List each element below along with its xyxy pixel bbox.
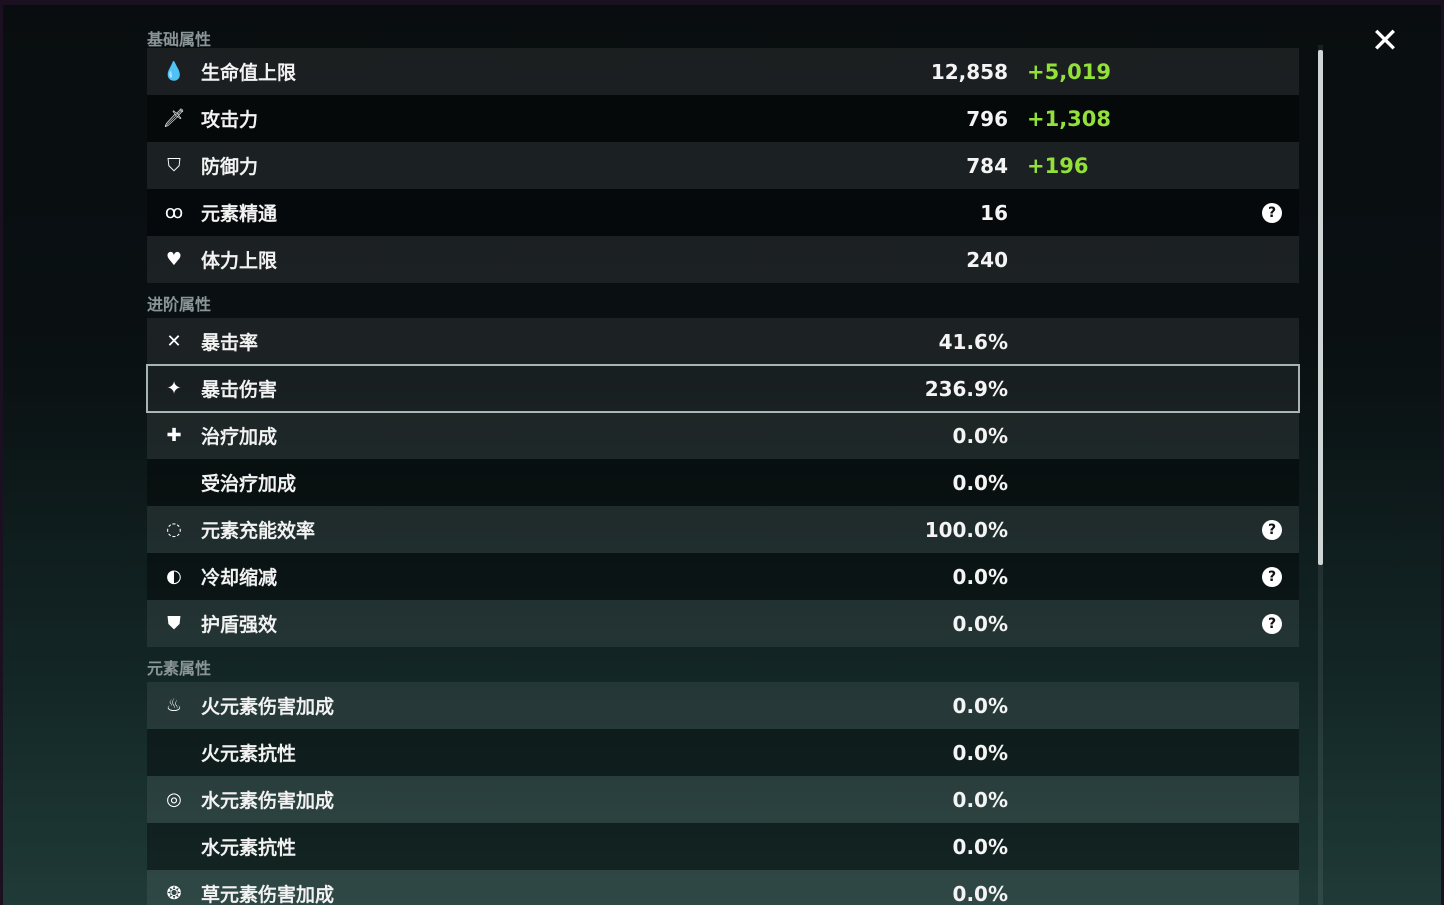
stamina-icon: ♥ bbox=[165, 249, 183, 270]
hp-drop-icon: 💧 bbox=[162, 61, 186, 82]
section-header: 进阶属性 bbox=[147, 295, 212, 314]
stat-value: 0.0% bbox=[952, 470, 1008, 495]
stat-label: 冷却缩减 bbox=[201, 567, 278, 589]
stat-value: 12,858 bbox=[930, 59, 1008, 84]
pyro-icon: ♨ bbox=[165, 695, 183, 716]
stat-label: 体力上限 bbox=[201, 250, 278, 272]
stat-row[interactable]: ♨ 火元素伤害加成 0.0% bbox=[147, 682, 1299, 729]
stat-value: 784 bbox=[966, 153, 1008, 178]
stat-label: 治疗加成 bbox=[201, 426, 278, 448]
stat-bonus: +1,308 bbox=[1027, 106, 1112, 131]
stat-value: 0.0% bbox=[952, 787, 1008, 812]
stat-row[interactable]: ♥ 体力上限 240 bbox=[147, 236, 1299, 283]
help-icon[interactable]: ? bbox=[1262, 566, 1282, 587]
stat-row[interactable]: 💧 生命值上限 12,858 +5,019 bbox=[147, 48, 1299, 95]
stat-value: 0.0% bbox=[952, 881, 1008, 905]
help-icon[interactable]: ? bbox=[1262, 202, 1282, 223]
stat-value: 0.0% bbox=[952, 423, 1008, 448]
stat-label: 元素充能效率 bbox=[201, 520, 316, 542]
stat-value: 236.9% bbox=[924, 376, 1008, 401]
stat-label: 火元素抗性 bbox=[201, 743, 297, 765]
stat-row[interactable]: ✚ 治疗加成 0.0% bbox=[147, 412, 1299, 459]
healing-icon: ✚ bbox=[166, 425, 182, 446]
stat-value: 0.0% bbox=[952, 740, 1008, 765]
help-icon[interactable]: ? bbox=[1262, 613, 1282, 634]
stat-label: 暴击伤害 bbox=[201, 379, 278, 401]
stat-row[interactable]: 受治疗加成 0.0% bbox=[147, 459, 1299, 506]
stat-label: 防御力 bbox=[201, 156, 259, 178]
stat-value: 16 bbox=[980, 200, 1008, 225]
stat-value: 100.0% bbox=[924, 517, 1008, 542]
stat-label: 护盾强效 bbox=[201, 614, 278, 636]
stat-row[interactable]: ✦ 暴击伤害 236.9% bbox=[146, 364, 1300, 413]
stat-bonus: +5,019 bbox=[1027, 59, 1112, 84]
section-header: 元素属性 bbox=[147, 659, 212, 678]
shield-strength-icon: ⛊ bbox=[167, 613, 181, 634]
stat-label: 生命值上限 bbox=[201, 62, 297, 84]
scrollbar[interactable] bbox=[1318, 45, 1323, 905]
stat-value: 0.0% bbox=[952, 611, 1008, 636]
stat-value: 796 bbox=[966, 106, 1008, 131]
stat-row[interactable]: ◐ 冷却缩减 0.0%? bbox=[147, 553, 1299, 600]
stat-label: 受治疗加成 bbox=[201, 473, 297, 495]
cd-reduction-icon: ◐ bbox=[166, 566, 182, 587]
stat-row[interactable]: ✕ 暴击率 41.6% bbox=[147, 318, 1299, 365]
stat-value: 0.0% bbox=[952, 693, 1008, 718]
help-icon[interactable]: ? bbox=[1262, 519, 1282, 540]
stat-label: 水元素抗性 bbox=[201, 837, 297, 859]
stat-row[interactable]: 水元素抗性 0.0% bbox=[147, 823, 1299, 870]
stat-value: 41.6% bbox=[938, 329, 1008, 354]
crit-rate-icon: ✕ bbox=[166, 331, 182, 352]
character-stats-screen: 基础属性 💧 生命值上限 12,858 +5,019 🗡 攻击力 796 +1,308 ⛉ 防御力 7… bbox=[3, 5, 1441, 905]
stat-label: 元素精通 bbox=[201, 203, 278, 225]
stat-bonus: +196 bbox=[1027, 153, 1089, 178]
elemental-mastery-icon: ꝏ bbox=[164, 202, 184, 223]
stat-value: 0.0% bbox=[952, 564, 1008, 589]
stat-row[interactable]: ꝏ 元素精通 16? bbox=[147, 189, 1299, 236]
hydro-icon: ◎ bbox=[166, 789, 182, 810]
stat-row[interactable]: 🗡 攻击力 796 +1,308 bbox=[147, 95, 1299, 142]
stat-row[interactable]: ⛊ 护盾强效 0.0%? bbox=[147, 600, 1299, 647]
stat-value: 0.0% bbox=[952, 834, 1008, 859]
scrollbar-thumb[interactable] bbox=[1318, 50, 1323, 565]
sword-icon: 🗡 bbox=[162, 108, 186, 129]
attribute-details-panel: 基础属性 💧 生命值上限 12,858 +5,019 🗡 攻击力 796 +1,308 ⛉ 防御力 7… bbox=[146, 20, 1300, 905]
stat-row[interactable]: 火元素抗性 0.0% bbox=[147, 729, 1299, 776]
stat-label: 草元素伤害加成 bbox=[201, 884, 335, 905]
stat-label: 火元素伤害加成 bbox=[201, 696, 335, 718]
dendro-icon: ❂ bbox=[166, 883, 182, 904]
stat-row[interactable]: ◎ 水元素伤害加成 0.0% bbox=[147, 776, 1299, 823]
stat-value: 240 bbox=[966, 247, 1008, 272]
section-header: 基础属性 bbox=[147, 30, 212, 49]
energy-recharge-icon: ◌ bbox=[166, 519, 182, 540]
background-overlay bbox=[3, 5, 1441, 905]
stat-label: 攻击力 bbox=[201, 109, 259, 131]
stat-label: 暴击率 bbox=[201, 332, 259, 354]
stat-label: 水元素伤害加成 bbox=[201, 790, 335, 812]
crit-dmg-icon: ✦ bbox=[166, 378, 182, 399]
stat-row[interactable]: ◌ 元素充能效率 100.0%? bbox=[147, 506, 1299, 553]
stat-row[interactable]: ⛉ 防御力 784 +196 bbox=[147, 142, 1299, 189]
shield-icon: ⛉ bbox=[167, 155, 181, 176]
close-button[interactable]: ✕ bbox=[1370, 21, 1400, 61]
stat-row[interactable]: ❂ 草元素伤害加成 0.0% bbox=[147, 870, 1299, 905]
